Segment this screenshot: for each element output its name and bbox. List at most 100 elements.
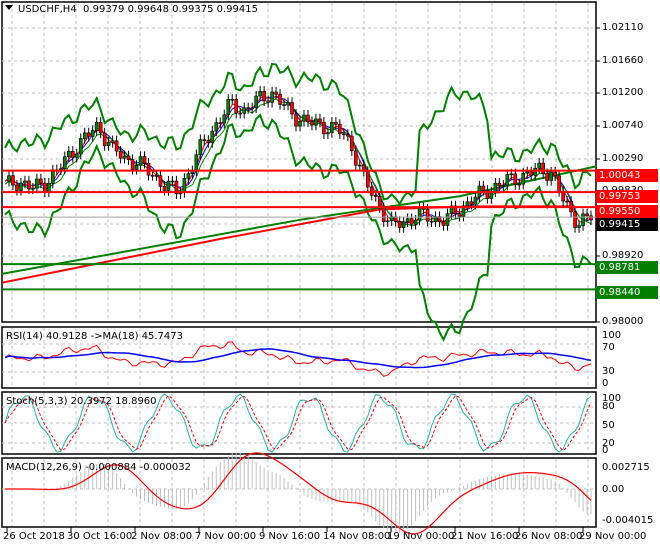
candle-body [126,155,131,160]
candle-body [517,183,522,186]
stoch-panel-label: Stoch(5,3,3) 20.3972 18.8960 [6,396,157,407]
price-tick: 1.01660 [602,55,644,66]
candle-body [130,159,135,170]
candle-body [445,213,450,226]
candle-body [158,175,163,187]
candle-body [274,91,278,95]
candle-body [19,182,23,191]
candle-body [533,167,538,176]
candle-body [509,173,514,176]
candle-body [501,184,506,187]
candle-body [497,182,502,187]
candle-body [59,168,63,171]
candle-body [485,190,490,199]
candle-body [66,150,71,158]
candle-body [585,213,589,217]
candle-body [7,175,11,182]
candle-body [417,207,422,221]
time-tick: 29 Nov 00:00 [579,531,647,542]
candle-body [214,122,219,132]
level-tag-resistance: 0.99550 [596,205,658,218]
candle-body [342,133,346,136]
candle-body [258,91,262,97]
candle-body [425,209,430,222]
candle-body [322,121,326,135]
candle-body [573,211,577,228]
time-tick: 26 Nov 08:00 [515,531,583,542]
candle-body [162,186,167,191]
candle-body [545,173,549,181]
candle-body [70,150,75,158]
candle-body [565,200,569,203]
stoch-tick: 20 [602,438,615,449]
macd-tick: 0.00 [602,484,625,495]
candle-body [74,153,79,158]
candle-body [473,196,478,205]
candle-body [35,178,39,189]
candle-body [122,155,127,159]
candle-body [27,180,31,190]
candle-body [581,213,585,226]
price-tick: 0.98920 [602,250,644,261]
candle-body [47,182,51,193]
candle-body [82,132,87,139]
level-tag-resistance: 1.00043 [596,169,658,182]
ohlc-values: 0.99379 0.99648 0.99375 0.99415 [83,4,258,15]
candle-body [577,225,581,228]
time-tick: 2 Nov 08:00 [131,531,193,542]
ma-green-fast [4,98,592,227]
candle-body [246,107,250,110]
stoch-tick: 80 [602,401,615,412]
macd-tick: -0.004015 [602,515,654,526]
level-tag-support: 0.98781 [596,261,658,274]
candle-body [481,185,486,191]
time-tick: 9 Nov 16:00 [259,531,321,542]
dropdown-triangle-icon[interactable] [5,5,13,10]
rsi-tick: 70 [602,342,615,353]
candle-body [242,107,246,114]
time-tick: 30 Oct 16:00 [67,531,133,542]
candle-body [210,130,215,143]
candle-body [110,140,115,143]
candle-body [525,171,530,174]
candle-body [405,218,410,223]
candle-body [318,118,322,123]
candle-body [429,220,434,223]
candle-body [23,180,27,184]
candle-body [441,221,446,226]
candle-body [186,173,191,179]
stoch-tick: 100 [602,393,622,404]
candle-body [94,122,99,131]
bollinger-upper [4,62,592,206]
candle-body [31,187,35,190]
candle-body [238,112,243,115]
candle-body [118,150,123,159]
candle-body [170,180,175,183]
price-tick: 1.02110 [602,22,644,33]
candle-body [290,102,294,115]
candle-body [150,174,155,177]
candle-body [282,104,286,106]
candle-body [529,171,534,176]
rsi-ma-line [4,348,592,369]
candle-body [557,175,561,192]
candle-body [174,180,179,195]
candle-body [334,122,338,125]
macd-tick: 0.002715 [602,462,650,473]
rsi-tick: 0 [602,378,609,389]
candle-body [250,107,254,110]
candle-body [589,215,593,221]
level-tag-support: 0.98440 [596,286,658,299]
candle-body [270,91,274,103]
price-tick: 1.01200 [602,87,644,98]
price-tick: 1.00290 [602,153,644,164]
time-tick: 7 Nov 00:00 [195,531,257,542]
candle-body [78,138,83,155]
candle-body [465,201,470,207]
candle-body [365,171,370,188]
candle-body [350,135,354,152]
candle-body [549,171,553,181]
candle-body [314,118,318,126]
candle-body [521,172,526,185]
